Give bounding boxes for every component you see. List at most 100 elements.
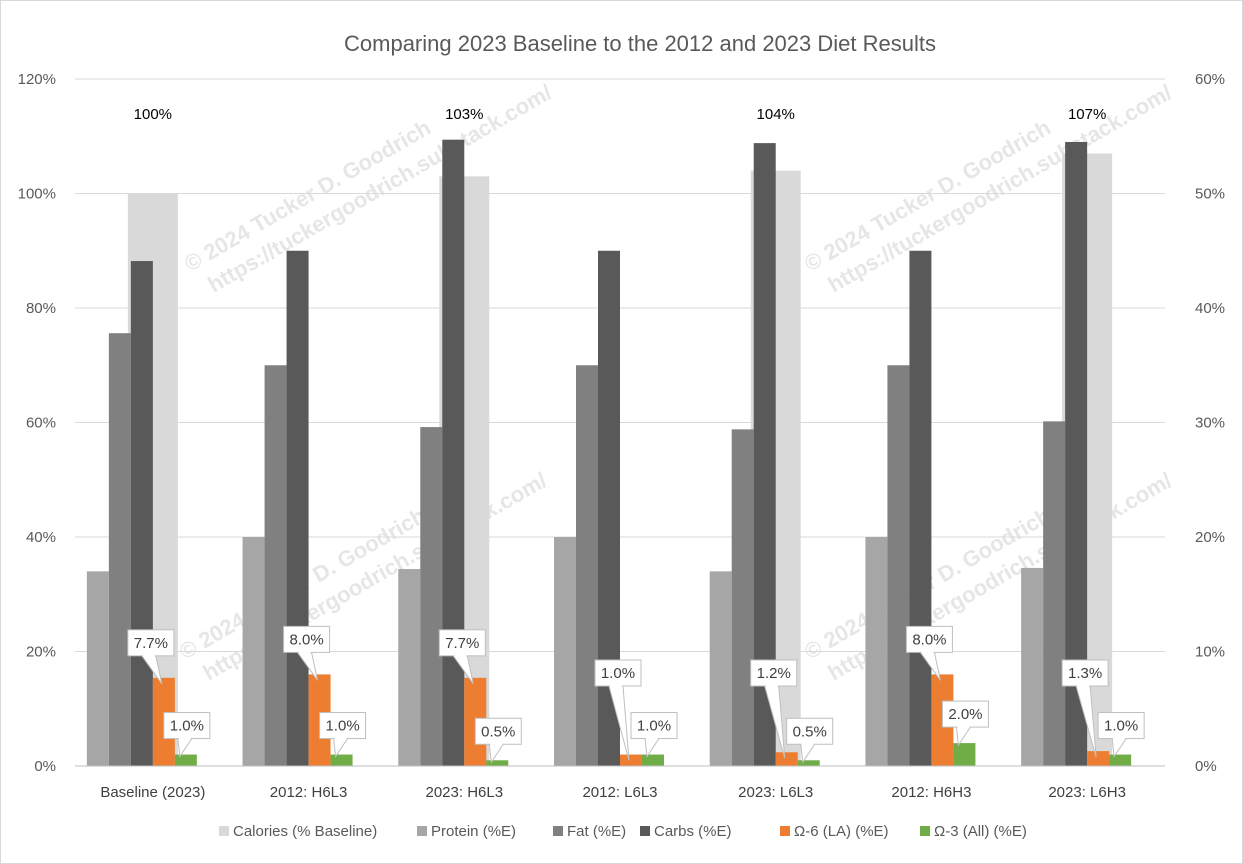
omega6-data-label: 1.0% xyxy=(594,659,642,761)
bar-3 xyxy=(1087,751,1110,766)
omega6-data-label: 7.7% xyxy=(438,629,486,685)
callout-text: 7.7% xyxy=(134,635,168,652)
legend-swatch xyxy=(780,826,790,836)
callout-pointer xyxy=(644,738,660,758)
category-label: 2012: H6H3 xyxy=(891,784,971,801)
legend-label: Ω-6 (LA) (%E) xyxy=(794,823,889,840)
bar-2 xyxy=(753,143,776,766)
legend-label: Carbs (%E) xyxy=(654,823,732,840)
bar-3 xyxy=(620,754,642,766)
bar-4 xyxy=(797,760,820,766)
omega3-data-label: 1.0% xyxy=(319,712,367,758)
left-axis-tick: 20% xyxy=(26,644,56,661)
omega3-data-label: 0.5% xyxy=(786,717,834,764)
callout-box xyxy=(127,629,175,657)
bar-2 xyxy=(1065,141,1088,767)
bar-4 xyxy=(953,743,976,766)
watermark-line2: https://tuckergoodrich.substack.com/ xyxy=(824,79,1176,297)
category-label: 2012: H6L3 xyxy=(270,784,348,801)
left-axis-tick: 40% xyxy=(26,529,56,546)
data-labels: 100% 103% 104% 107% 7.7% 1.0% 8.0% 1.0% 7.7% 0.5%… xyxy=(127,106,1145,764)
bar-0 xyxy=(86,571,109,766)
callout-pointer xyxy=(177,738,193,758)
callout-text: 0.5% xyxy=(481,723,515,740)
omega3-data-label: 2.0% xyxy=(941,700,989,747)
bar-2 xyxy=(442,139,465,766)
callout-box xyxy=(750,659,798,687)
bar-1 xyxy=(887,365,910,766)
legend-swatch xyxy=(553,826,563,836)
legend-label: Protein (%E) xyxy=(431,823,516,840)
legend-label: Calories (% Baseline) xyxy=(233,823,377,840)
bar-0 xyxy=(398,569,421,766)
bar-0 xyxy=(865,537,888,766)
category-label: 2023: L6L3 xyxy=(738,784,813,801)
bar-1 xyxy=(576,365,598,766)
category-label: 2023: L6H3 xyxy=(1048,784,1126,801)
bar-1 xyxy=(731,429,754,766)
omega3-data-label: 1.0% xyxy=(163,712,211,758)
left-axis-tick: 0% xyxy=(34,758,56,775)
bar-2 xyxy=(909,250,932,766)
watermark-3: © 2024 Tucker D. Goodrichhttps://tuckerg… xyxy=(800,467,1176,685)
callout-text: 7.7% xyxy=(445,635,479,652)
legend-swatch xyxy=(920,826,930,836)
bar-4 xyxy=(486,760,509,766)
legend-swatch xyxy=(219,826,229,836)
bar-1 xyxy=(1043,421,1066,766)
callout-text: 1.0% xyxy=(637,718,671,735)
callout-box xyxy=(941,700,989,728)
bar-1 xyxy=(264,365,287,766)
omega3-data-label: 0.5% xyxy=(474,717,522,764)
category-label: 2023: H6L3 xyxy=(425,784,503,801)
callout-text: 8.0% xyxy=(289,631,323,648)
omega6-data-label: 1.2% xyxy=(750,659,798,759)
watermark-line2: https://tuckergoodrich.substack.com/ xyxy=(204,79,556,297)
calorie-data-label: 100% xyxy=(134,106,172,123)
callout-box xyxy=(283,625,331,653)
omega3-data-label: 1.0% xyxy=(1097,712,1145,758)
bar-2 xyxy=(598,250,620,766)
right-axis-tick: 20% xyxy=(1195,529,1225,546)
legend-swatch xyxy=(640,826,650,836)
omega3-data-label: 1.0% xyxy=(630,712,678,758)
callout-box xyxy=(630,712,678,740)
bar-1 xyxy=(108,333,131,766)
bar-0 xyxy=(242,537,265,766)
callout-text: 1.0% xyxy=(601,665,635,682)
watermark-0: © 2024 Tucker D. Goodrichhttps://tuckerg… xyxy=(180,79,556,297)
right-axis-tick: 30% xyxy=(1195,415,1225,432)
callout-box xyxy=(1097,712,1145,740)
omega6-data-label: 7.7% xyxy=(127,629,175,685)
legend: Calories (% Baseline) Protein (%E) Fat (%E… xyxy=(219,823,1027,840)
callout-text: 0.5% xyxy=(793,723,827,740)
bars xyxy=(86,139,1132,767)
right-axis-tick: 10% xyxy=(1195,644,1225,661)
chart-title: Comparing 2023 Baseline to the 2012 and … xyxy=(344,31,936,56)
calorie-data-label: 103% xyxy=(445,106,483,123)
bar-4 xyxy=(642,754,664,766)
left-axis-tick: 120% xyxy=(18,71,56,88)
category-label: 2012: L6L3 xyxy=(582,784,657,801)
callout-text: 1.0% xyxy=(325,718,359,735)
axes: 0% 0% 20% 10% 40% 20% 60% 30% 80% 40% 100% 50% 120% 6… xyxy=(18,71,1225,801)
right-axis-tick: 40% xyxy=(1195,300,1225,317)
callout-pointer xyxy=(333,738,349,758)
callout-text: 1.3% xyxy=(1068,665,1102,682)
bar-0 xyxy=(554,537,576,766)
bar-2 xyxy=(130,261,153,766)
left-axis-tick: 60% xyxy=(26,415,56,432)
bar-0 xyxy=(1021,567,1044,766)
callout-pointer xyxy=(1111,738,1128,758)
legend-label: Fat (%E) xyxy=(567,823,626,840)
bar-2 xyxy=(286,250,309,766)
bar-4 xyxy=(330,754,353,766)
omega6-data-label: 1.3% xyxy=(1061,659,1109,758)
calorie-data-label: 104% xyxy=(757,106,795,123)
bar-1 xyxy=(420,427,443,766)
right-axis-tick: 50% xyxy=(1195,186,1225,203)
bar-0 xyxy=(709,571,732,766)
callout-pointer xyxy=(955,726,972,747)
callout-box xyxy=(1061,659,1109,687)
